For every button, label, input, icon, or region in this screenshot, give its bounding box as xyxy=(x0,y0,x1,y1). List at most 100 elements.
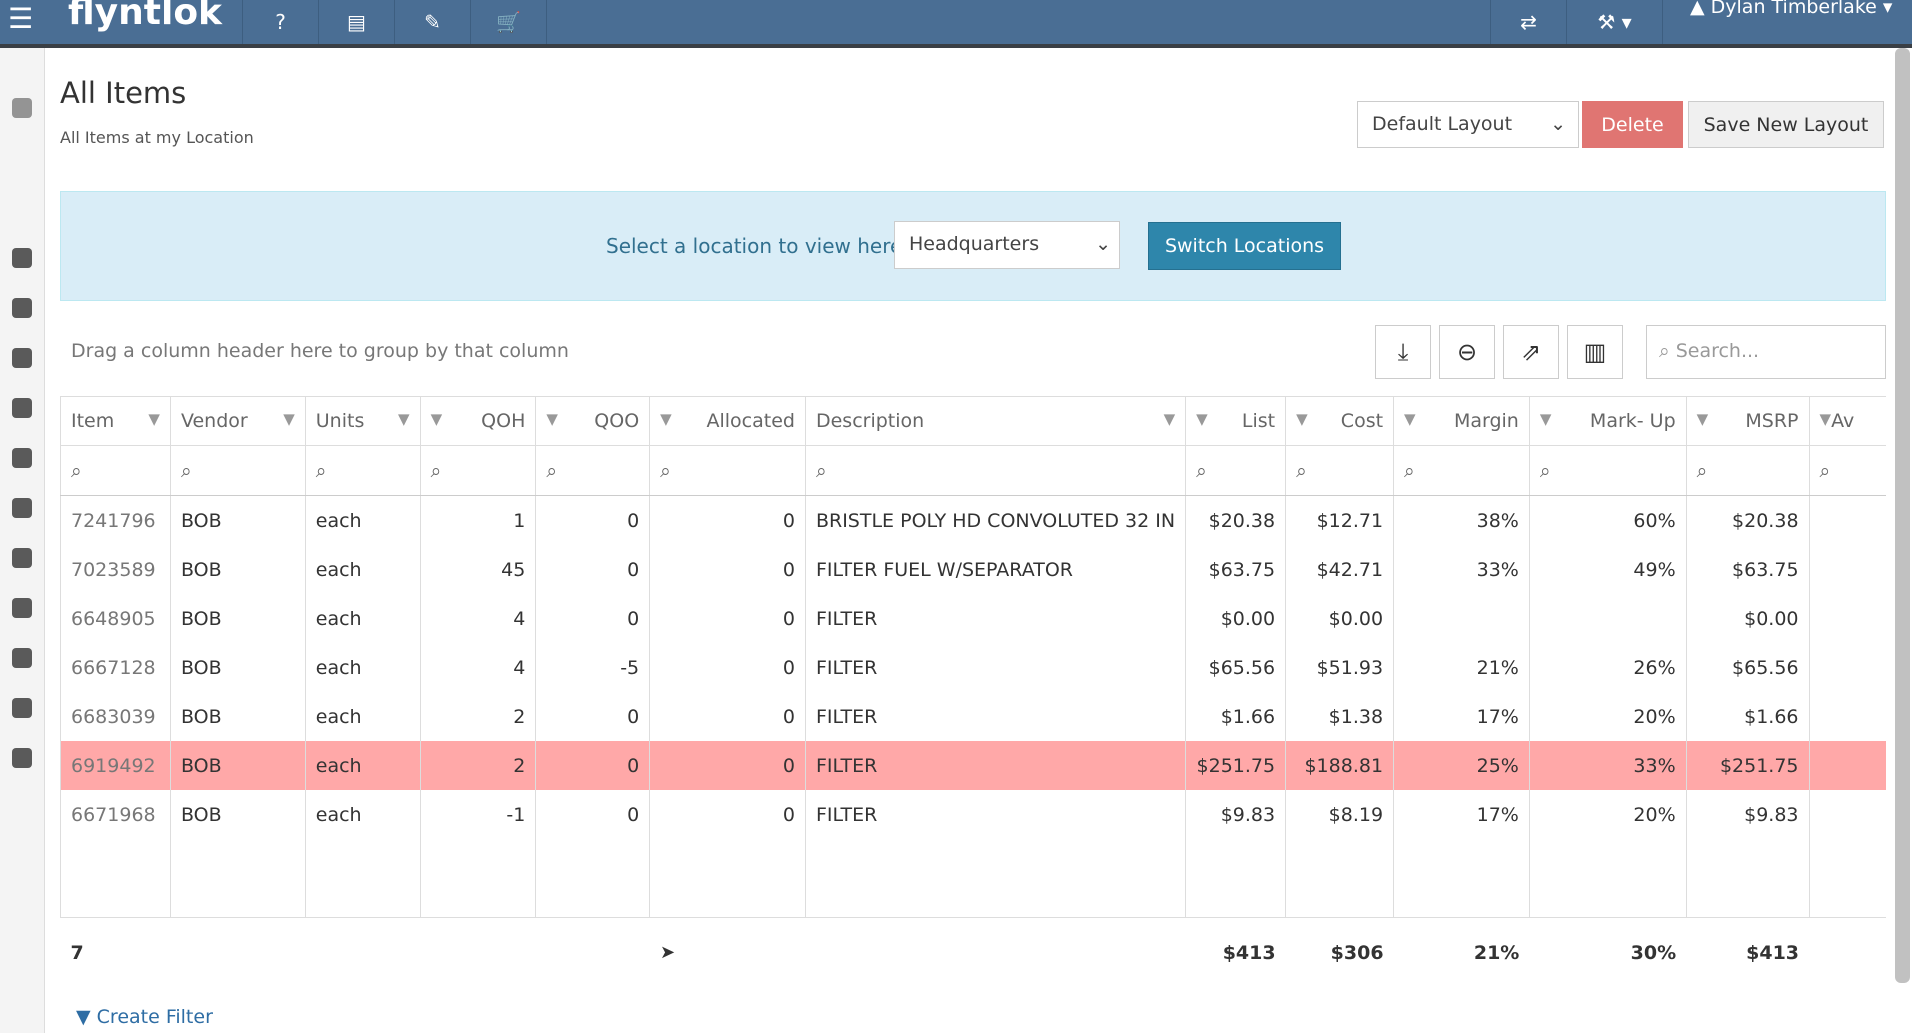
share-button[interactable]: ⇗ xyxy=(1503,325,1559,379)
data-row[interactable]: 6648905 BOB each 4 0 0 FILTER $0.00 $0.00 $0.00 xyxy=(60,594,1886,643)
filter-cell[interactable]: ⌕ xyxy=(304,445,421,496)
export-button[interactable]: ⤓ xyxy=(1375,325,1431,379)
sync-icon[interactable]: ⇄ xyxy=(1490,0,1566,44)
cell: $0.00 xyxy=(1185,594,1286,643)
cell: BOB xyxy=(169,741,306,790)
grid: Item ▼ Vendor ▼ Units ▼ QOH ▼ QOO ▼ Allocated ▼ Desc… xyxy=(60,396,1886,987)
column-header[interactable]: QOO ▼ xyxy=(535,397,650,446)
column-title: Mark- Up xyxy=(1589,410,1676,432)
filter-cell[interactable]: ⌕ xyxy=(169,445,306,496)
cell: 26% xyxy=(1528,643,1687,692)
edit-icon[interactable]: ✎ xyxy=(394,0,470,44)
cell: 33% xyxy=(1528,741,1687,790)
sidebar-icon[interactable] xyxy=(12,498,32,518)
search-box[interactable]: ⌕ Search... xyxy=(1646,325,1886,379)
layout-select[interactable]: Default Layout ⌄ xyxy=(1357,101,1579,148)
menu-icon[interactable]: ☰ xyxy=(8,2,34,35)
sidebar-icon[interactable] xyxy=(12,648,32,668)
filter-cell[interactable]: ⌕ xyxy=(60,445,171,496)
cell: FILTER FUEL W/SEPARATOR xyxy=(804,545,1186,594)
data-row[interactable]: 6919492 BOB each 2 0 0 FILTER $251.75 $188.81 25%… xyxy=(60,741,1886,790)
cell: -5 xyxy=(535,643,650,692)
cell: $42.71 xyxy=(1285,545,1394,594)
zoom-button[interactable]: ⊖ xyxy=(1439,325,1495,379)
sidebar-icon[interactable] xyxy=(12,248,32,268)
cell: 6671968 xyxy=(60,790,171,839)
column-header[interactable]: QOH ▼ xyxy=(419,397,536,446)
delete-button[interactable]: Delete xyxy=(1582,101,1683,148)
cell: 0 xyxy=(649,692,806,741)
tools-icon[interactable]: ⚒ ▾ xyxy=(1566,0,1663,44)
column-title: QOH xyxy=(481,410,526,432)
column-header[interactable]: Units ▼ xyxy=(304,397,421,446)
sidebar-icon[interactable] xyxy=(12,698,32,718)
cart-icon[interactable]: 🛒 xyxy=(470,0,547,44)
cell: 2 xyxy=(419,741,536,790)
column-header[interactable]: MSRP ▼ xyxy=(1685,397,1810,446)
total-cell: 21% xyxy=(1393,917,1530,987)
filter-cell[interactable]: ⌕ xyxy=(419,445,536,496)
columns-button[interactable]: ▥ xyxy=(1567,325,1623,379)
cell: each xyxy=(304,643,421,692)
column-title: MSRP xyxy=(1745,410,1799,432)
cell: 7023589 xyxy=(60,545,171,594)
sidebar-icon[interactable] xyxy=(12,348,32,368)
cell xyxy=(419,839,536,918)
sidebar-search[interactable] xyxy=(12,98,32,118)
data-row[interactable]: 6667128 BOB each 4 -5 0 FILTER $65.56 $51.93 21% 2… xyxy=(60,643,1886,692)
filter-cell[interactable]: ⌕ xyxy=(1185,445,1286,496)
column-header[interactable]: List ▼ xyxy=(1185,397,1286,446)
column-header[interactable]: Allocated ▼ xyxy=(649,397,806,446)
total-cell xyxy=(420,917,536,987)
filter-cell[interactable]: ⌕ xyxy=(1685,445,1810,496)
sidebar-icon[interactable] xyxy=(12,298,32,318)
cell: $0.00 xyxy=(1685,594,1810,643)
sidebar-icon[interactable] xyxy=(12,748,32,768)
brand[interactable]: flyntlok xyxy=(68,0,223,33)
sidebar-icon[interactable] xyxy=(12,598,32,618)
filter-cell[interactable]: ⌕ xyxy=(1808,445,1886,496)
group-prompt: Drag a column header here to group by th… xyxy=(71,340,569,362)
column-header[interactable]: Cost ▼ xyxy=(1285,397,1394,446)
data-row[interactable]: 6671968 BOB each -1 0 0 FILTER $9.83 $8.19 17% 20%… xyxy=(60,790,1886,839)
data-row[interactable]: 7241796 BOB each 1 0 0 BRISTLE POLY HD CONVOLU… xyxy=(60,495,1886,545)
save-layout-button[interactable]: Save New Layout xyxy=(1688,101,1884,148)
doc-icon[interactable]: ▤ xyxy=(318,0,394,44)
user-menu[interactable]: ▲ Dylan Timberlake ▾ xyxy=(1690,0,1892,18)
column-title: List xyxy=(1241,410,1276,432)
cell xyxy=(1808,545,1886,594)
cell: 0 xyxy=(649,594,806,643)
column-header[interactable]: Description ▼ xyxy=(804,397,1186,446)
sidebar-icon[interactable] xyxy=(12,398,32,418)
help-icon[interactable]: ? xyxy=(242,0,318,44)
switch-location-button[interactable]: Switch Locations xyxy=(1148,222,1341,270)
filter-cell[interactable]: ⌕ xyxy=(1528,445,1687,496)
sidebar-icon[interactable] xyxy=(12,548,32,568)
cell: 17% xyxy=(1393,790,1530,839)
filter-cell[interactable]: ⌕ xyxy=(1285,445,1394,496)
column-header[interactable]: Item ▼ xyxy=(60,397,171,446)
cell: FILTER xyxy=(804,643,1186,692)
column-header[interactable]: Av ▼ xyxy=(1808,397,1886,446)
column-header[interactable]: Vendor ▼ xyxy=(169,397,306,446)
location-select[interactable]: Headquarters ⌄ xyxy=(894,221,1120,269)
data-row[interactable]: 7023589 BOB each 45 0 0 FILTER FUEL W/SEPARATO… xyxy=(60,545,1886,594)
data-row[interactable]: 6683039 BOB each 2 0 0 FILTER $1.66 $1.38 17% 20% $… xyxy=(60,692,1886,741)
column-header[interactable]: Mark- Up ▼ xyxy=(1528,397,1687,446)
create-filter-link[interactable]: ▼ Create Filter xyxy=(76,1006,213,1028)
filter-cell[interactable]: ⌕ xyxy=(535,445,650,496)
filter-cell[interactable]: ⌕ xyxy=(649,445,806,496)
column-title: Units xyxy=(315,410,365,432)
cell xyxy=(1685,839,1810,918)
filter-cell[interactable]: ⌕ xyxy=(804,445,1186,496)
cell: each xyxy=(304,741,421,790)
sidebar-icon[interactable] xyxy=(12,448,32,468)
filter-row: ⌕ ⌕ ⌕ ⌕ ⌕ ⌕ ⌕ ⌕ ⌕ ⌕ ⌕ ⌕ ⌕ xyxy=(60,445,1886,496)
scrollbar[interactable] xyxy=(1895,48,1910,983)
cell xyxy=(169,839,306,918)
column-header[interactable]: Margin ▼ xyxy=(1393,397,1530,446)
cell: $51.93 xyxy=(1285,643,1394,692)
cell xyxy=(1528,839,1687,918)
filter-cell[interactable]: ⌕ xyxy=(1393,445,1530,496)
cell xyxy=(1393,839,1530,918)
